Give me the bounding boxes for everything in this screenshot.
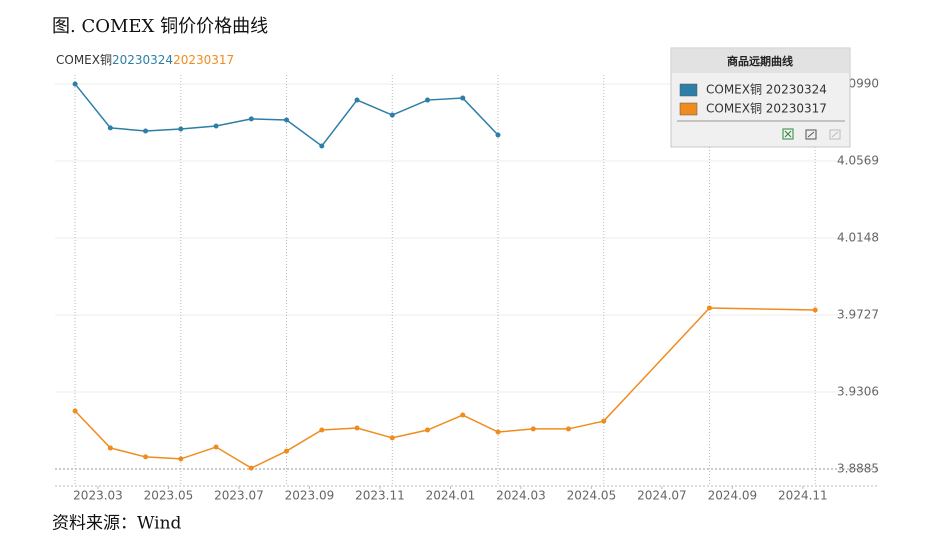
data-point <box>319 143 325 149</box>
data-point <box>530 426 536 432</box>
x-tick-label: 2024.05 <box>567 489 617 503</box>
series-line <box>74 307 816 469</box>
icon-disabled <box>829 129 841 140</box>
icon-excel[interactable] <box>782 128 794 140</box>
data-point <box>319 427 325 433</box>
legend-label: COMEX铜 20230317 <box>706 101 827 116</box>
legend-swatch <box>679 102 698 116</box>
legend-swatch <box>679 83 698 97</box>
data-point <box>284 117 290 123</box>
data-point <box>565 426 571 432</box>
y-tick-label: 3.9306 <box>837 384 879 398</box>
data-point <box>389 435 395 441</box>
data-point <box>107 445 113 451</box>
data-point <box>178 126 184 132</box>
y-tick-label: 4.0148 <box>837 230 879 244</box>
data-point <box>143 454 149 460</box>
y-tick-label: 3.9727 <box>837 307 879 321</box>
data-point <box>495 429 501 435</box>
y-tick-label: 3.8885 <box>837 461 879 475</box>
data-point <box>460 412 466 418</box>
data-point <box>178 456 184 462</box>
icon-edit[interactable] <box>805 129 817 140</box>
data-point <box>72 81 78 87</box>
data-point <box>812 307 818 313</box>
legend-label: COMEX铜 20230324 <box>706 82 827 97</box>
chart-title: 图. COMEX 铜价价格曲线 <box>52 16 268 37</box>
data-point <box>143 128 149 134</box>
y-tick-label: 4.0569 <box>837 153 879 167</box>
x-tick-label: 2024.09 <box>708 489 758 503</box>
x-tick-label: 2024.07 <box>637 489 687 503</box>
source: 资料来源：Wind <box>52 514 182 534</box>
data-point <box>389 112 395 118</box>
subtitle-blue: 20230324 <box>112 53 173 67</box>
data-point <box>495 132 501 138</box>
subtitle-prefix: COMEX铜 <box>56 52 112 67</box>
subtitle: COMEX铜2023032420230317 <box>56 52 234 67</box>
plot-area: 4.09904.05694.01483.97273.93063.88852023… <box>55 75 879 503</box>
legend-header <box>672 49 849 73</box>
icon-excel-x <box>784 130 792 138</box>
data-point <box>354 97 360 103</box>
legend-title: 商品远期曲线 <box>727 54 793 68</box>
x-tick-label: 2024.11 <box>778 489 828 503</box>
x-tick-label: 2024.01 <box>426 489 476 503</box>
legend: 商品远期曲线 COMEX铜 20230324 COMEX铜 20230317 <box>670 47 851 148</box>
data-point <box>213 123 219 129</box>
data-point <box>248 465 254 471</box>
data-point <box>72 408 78 414</box>
data-point <box>213 444 219 450</box>
data-point <box>425 97 431 103</box>
x-tick-label: 2023.07 <box>214 489 264 503</box>
x-tick-label: 2023.11 <box>355 489 405 503</box>
data-point <box>354 425 360 431</box>
data-point <box>107 125 113 131</box>
data-point <box>425 427 431 433</box>
data-point <box>460 95 466 101</box>
x-tick-label: 2023.09 <box>285 489 335 503</box>
x-tick-label: 2023.03 <box>73 489 123 503</box>
subtitle-orange: 20230317 <box>173 53 234 67</box>
x-tick-label: 2024.03 <box>496 489 546 503</box>
data-point <box>248 116 254 122</box>
data-point <box>706 305 712 311</box>
x-tick-label: 2023.05 <box>144 489 194 503</box>
data-point <box>284 448 290 454</box>
data-point <box>601 418 607 424</box>
